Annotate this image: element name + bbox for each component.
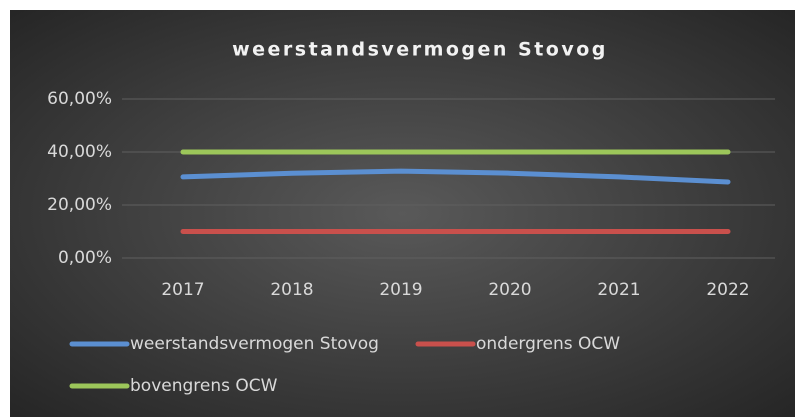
x-tick-label: 2018: [270, 280, 313, 300]
y-tick-label: 40,00%: [47, 142, 112, 162]
y-tick-label: 20,00%: [47, 195, 112, 215]
legend-label: weerstandsvermogen Stovog: [130, 334, 379, 354]
x-tick-label: 2019: [379, 280, 422, 300]
x-tick-label: 2021: [597, 280, 640, 300]
y-tick-label: 60,00%: [47, 89, 112, 109]
chart-title: weerstandsvermogen Stovog: [232, 39, 608, 61]
x-tick-label: 2017: [161, 280, 204, 300]
x-tick-label: 2020: [488, 280, 531, 300]
legend-label: bovengrens OCW: [130, 376, 278, 396]
x-tick-label: 2022: [706, 280, 749, 300]
y-tick-label: 0,00%: [58, 248, 112, 268]
series-line: [180, 168, 731, 185]
legend-label: ondergrens OCW: [476, 334, 620, 354]
chart-background: [10, 10, 795, 417]
